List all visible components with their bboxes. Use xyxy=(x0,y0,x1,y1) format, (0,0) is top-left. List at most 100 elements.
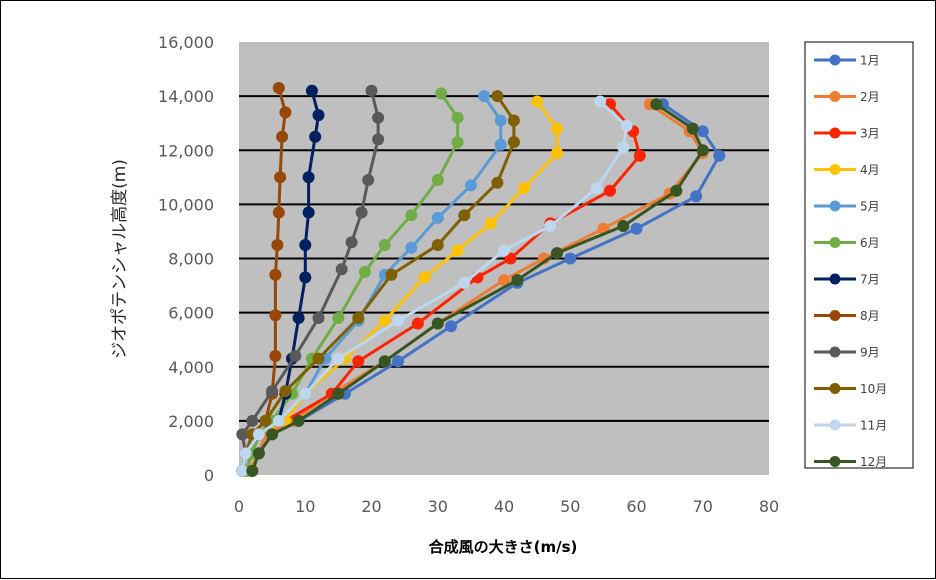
data-point xyxy=(332,352,345,365)
legend-label: 4月 xyxy=(860,163,880,177)
data-point xyxy=(464,179,477,192)
data-point xyxy=(491,176,504,189)
data-point xyxy=(435,87,448,100)
data-point xyxy=(590,182,603,195)
y-tick-label: 4,000 xyxy=(168,358,214,377)
data-point xyxy=(494,114,507,127)
data-point xyxy=(335,263,348,276)
data-point xyxy=(405,241,418,254)
data-point xyxy=(617,220,630,232)
legend-box xyxy=(804,41,914,469)
data-point xyxy=(478,90,491,103)
data-point xyxy=(458,209,471,222)
legend-entry: 4月 xyxy=(814,163,880,177)
data-point xyxy=(279,385,292,398)
x-tick-label: 40 xyxy=(494,497,514,516)
data-point xyxy=(246,464,259,477)
legend-label: 3月 xyxy=(860,127,880,141)
data-point xyxy=(670,184,683,197)
data-point xyxy=(252,428,265,441)
data-point xyxy=(431,317,444,330)
legend-entry: 7月 xyxy=(814,273,880,287)
data-point xyxy=(309,130,322,143)
gridlines xyxy=(239,95,769,422)
data-point xyxy=(713,149,726,162)
legend-swatch-marker xyxy=(829,346,841,358)
data-point xyxy=(564,252,577,265)
legend-swatch-marker xyxy=(829,273,841,285)
x-axis-title: 合成風の大きさ(m/s) xyxy=(428,538,578,556)
data-point xyxy=(272,206,285,219)
legend-entry: 5月 xyxy=(814,200,880,214)
data-point xyxy=(292,414,305,427)
data-point xyxy=(498,244,510,257)
data-point xyxy=(358,266,371,278)
x-tick-label: 30 xyxy=(428,497,448,516)
legend-label: 12月 xyxy=(860,455,887,469)
data-point xyxy=(451,111,464,124)
data-point xyxy=(445,320,457,333)
data-point xyxy=(269,268,282,281)
data-point xyxy=(484,217,497,230)
x-tick-label: 0 xyxy=(234,497,244,516)
x-tick-label: 50 xyxy=(560,497,580,516)
data-point xyxy=(696,144,709,157)
y-tick-label: 6,000 xyxy=(168,304,214,323)
data-point xyxy=(650,98,663,111)
series-12 xyxy=(246,98,709,477)
data-point xyxy=(531,95,544,108)
series-9 xyxy=(236,84,385,477)
data-point xyxy=(292,312,305,324)
data-point xyxy=(431,239,444,251)
data-point xyxy=(362,174,375,186)
data-point xyxy=(271,239,284,251)
data-point xyxy=(302,171,315,184)
legend-label: 11月 xyxy=(860,419,887,433)
data-point xyxy=(385,268,398,281)
data-point xyxy=(239,447,252,460)
legend-entry: 2月 xyxy=(814,90,880,104)
legend-entry: 8月 xyxy=(814,309,880,323)
data-point xyxy=(312,109,325,122)
legend-swatch-marker xyxy=(829,200,841,212)
data-point xyxy=(551,247,563,260)
data-point xyxy=(372,133,385,146)
data-point xyxy=(269,349,282,362)
y-axis-title: ジオポテンシャル高度(m) xyxy=(110,159,130,359)
x-tick-label: 80 xyxy=(759,497,779,516)
x-tick-label: 20 xyxy=(361,497,381,516)
data-point xyxy=(686,122,699,135)
data-point xyxy=(246,414,259,427)
data-point xyxy=(431,211,444,224)
data-point xyxy=(378,314,391,327)
data-point xyxy=(299,239,312,251)
data-point xyxy=(411,317,424,330)
data-point xyxy=(630,222,643,235)
data-point xyxy=(289,349,302,362)
x-tick-label: 70 xyxy=(693,497,713,516)
data-point xyxy=(276,130,289,143)
data-point xyxy=(494,138,507,151)
y-tick-label: 10,000 xyxy=(158,195,214,214)
legend-entry: 10月 xyxy=(814,382,887,396)
data-point xyxy=(378,239,391,251)
legend-swatch-marker xyxy=(829,127,841,139)
legend-swatch-marker xyxy=(829,237,841,248)
data-point xyxy=(236,464,249,477)
data-point xyxy=(392,355,404,368)
y-tick-label: 8,000 xyxy=(168,250,214,269)
data-point xyxy=(511,274,524,287)
data-point xyxy=(405,209,418,222)
data-point xyxy=(299,271,312,284)
data-point xyxy=(312,352,325,365)
legend-swatch-marker xyxy=(829,419,841,431)
data-point xyxy=(507,114,520,127)
legend-label: 1月 xyxy=(860,54,880,68)
data-point xyxy=(312,312,325,324)
data-point xyxy=(458,276,471,289)
legend-swatch-marker xyxy=(829,383,841,394)
series-11 xyxy=(236,95,633,477)
data-point xyxy=(504,252,517,265)
